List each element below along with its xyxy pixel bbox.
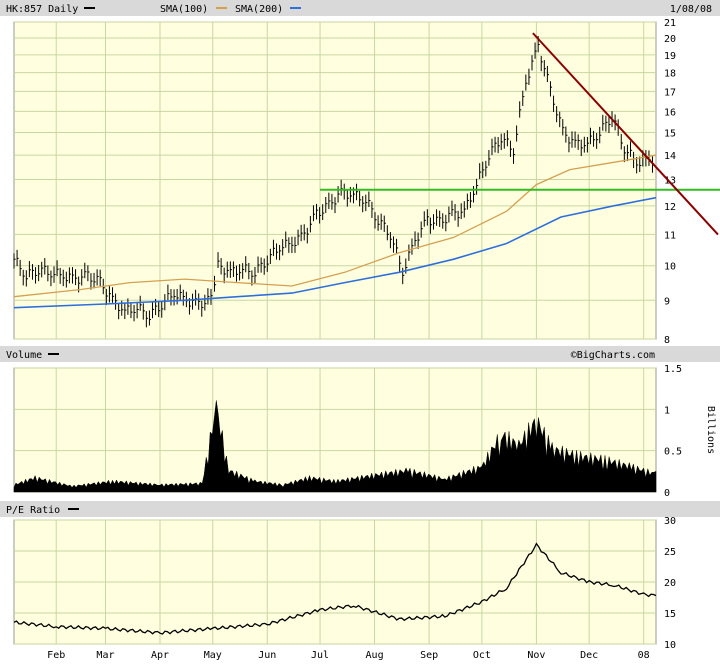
volume-title: Volume <box>6 350 42 361</box>
ticker-label: HK:857 Daily <box>6 4 78 15</box>
y-tick-label: 19 <box>664 51 676 62</box>
volume-area <box>13 400 657 493</box>
y-tick-label: 1.5 <box>664 364 682 375</box>
sma100-legend-label: SMA(100) <box>160 4 208 15</box>
y-tick-label: 20 <box>664 578 676 589</box>
pe-axis: 10 15 20 25 30 <box>664 516 676 651</box>
pe-header-bar <box>0 501 720 517</box>
x-axis-labels: Feb Mar Apr May Jun Jul Aug Sep Oct Nov Dec 08 <box>47 650 650 661</box>
x-tick-label: Jul <box>311 650 329 661</box>
x-tick-label: 08 <box>638 650 650 661</box>
volume-header-bar <box>0 346 720 362</box>
y-tick-label: 30 <box>664 516 676 527</box>
pe-ratio-line <box>13 542 657 635</box>
x-tick-label: Dec <box>580 650 598 661</box>
watermark: ©BigCharts.com <box>571 350 655 361</box>
volume-unit-label: Billions <box>705 406 716 454</box>
price-header-bar <box>0 0 720 16</box>
y-tick-label: 16 <box>664 107 676 118</box>
y-tick-label: 10 <box>664 262 676 273</box>
x-tick-label: Oct <box>473 650 491 661</box>
y-tick-label: 14 <box>664 151 676 162</box>
pe-grid <box>14 519 656 645</box>
sma200-legend-label: SMA(200) <box>235 4 283 15</box>
y-tick-label: 10 <box>664 640 676 651</box>
y-tick-label: 12 <box>664 202 676 213</box>
x-tick-label: May <box>204 650 222 661</box>
pe-title: P/E Ratio <box>6 505 60 516</box>
chart-date: 1/08/08 <box>670 4 712 15</box>
price-grid <box>14 21 656 340</box>
sma200-line <box>13 196 657 309</box>
x-tick-label: Sep <box>420 650 438 661</box>
y-tick-label: 8 <box>664 335 670 346</box>
x-tick-label: Jun <box>258 650 276 661</box>
y-tick-label: 11 <box>664 230 676 241</box>
x-tick-label: Feb <box>47 650 65 661</box>
y-tick-label: 0.5 <box>664 447 682 458</box>
x-tick-label: Nov <box>527 650 545 661</box>
downtrend-line <box>532 32 719 236</box>
y-tick-label: 15 <box>664 609 676 620</box>
y-tick-label: 20 <box>664 34 676 45</box>
y-tick-label: 17 <box>664 87 676 98</box>
x-tick-label: Mar <box>96 650 114 661</box>
x-tick-label: Aug <box>366 650 384 661</box>
y-tick-label: 25 <box>664 547 676 558</box>
x-tick-label: Apr <box>151 650 169 661</box>
y-tick-label: 21 <box>664 18 676 29</box>
y-tick-label: 18 <box>664 69 676 80</box>
y-tick-label: 15 <box>664 129 676 140</box>
price-plot-area <box>13 21 657 340</box>
price-bars <box>13 35 655 328</box>
sma100-line <box>13 154 657 298</box>
volume-axis: 0 0.5 1 1.5 <box>664 364 682 499</box>
y-tick-label: 9 <box>664 296 670 307</box>
y-tick-label: 0 <box>664 488 670 499</box>
y-tick-label: 1 <box>664 405 670 416</box>
